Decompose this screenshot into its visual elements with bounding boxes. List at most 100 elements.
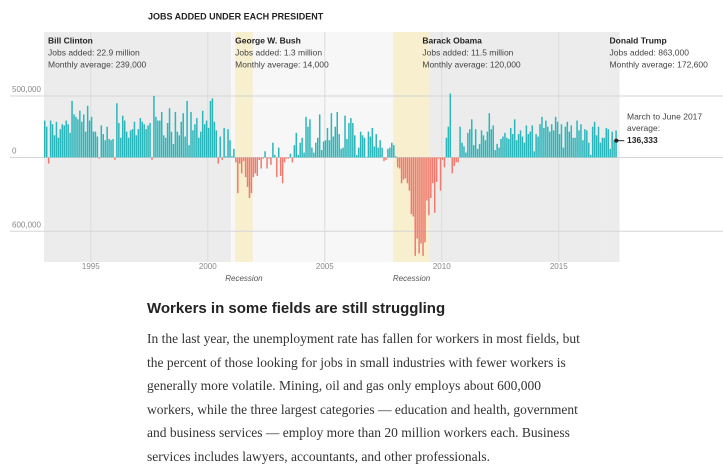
bar <box>597 126 600 158</box>
bar <box>170 131 173 158</box>
bar <box>348 123 350 158</box>
bar <box>502 136 504 158</box>
bar <box>301 137 303 158</box>
bar <box>129 130 132 158</box>
bar <box>270 157 272 165</box>
annotation-text: average: <box>627 123 660 133</box>
bar <box>178 135 181 158</box>
bar <box>510 127 512 158</box>
bar <box>137 129 140 158</box>
bar <box>433 157 436 213</box>
bar <box>580 124 582 158</box>
president-name: Bill Clinton <box>48 35 93 45</box>
bar <box>326 127 329 158</box>
bar <box>469 129 471 158</box>
bar <box>147 125 149 158</box>
bar <box>523 142 526 158</box>
bar <box>404 157 407 179</box>
bar <box>389 147 391 158</box>
bar <box>465 152 467 158</box>
bar <box>533 151 535 158</box>
bar <box>277 147 280 158</box>
bar <box>586 130 588 158</box>
bar <box>494 150 496 158</box>
bar <box>334 126 337 158</box>
bar <box>332 136 335 158</box>
bar <box>246 157 249 187</box>
bar <box>484 140 487 158</box>
bar <box>69 132 71 158</box>
bar <box>455 157 457 163</box>
bar <box>408 157 411 191</box>
bar <box>609 148 611 158</box>
bar <box>223 127 225 158</box>
bar <box>508 139 510 158</box>
bar <box>513 119 516 158</box>
bar <box>276 157 278 178</box>
bar <box>369 136 372 158</box>
bar <box>199 131 202 158</box>
bar <box>192 130 194 158</box>
bar <box>430 157 432 199</box>
monthly-average: Monthly average: 120,000 <box>422 59 521 69</box>
bar <box>342 147 344 158</box>
bar <box>363 137 366 158</box>
jobs-added: Jobs added: 11.5 million <box>422 47 513 57</box>
bar <box>81 121 83 158</box>
bar <box>578 130 580 158</box>
bar <box>100 125 103 158</box>
bar <box>305 116 307 158</box>
bar <box>227 129 229 158</box>
bar <box>589 154 592 158</box>
bar <box>439 157 442 191</box>
bar <box>318 114 321 158</box>
bar <box>517 134 520 158</box>
bar <box>350 118 352 158</box>
bar <box>445 137 448 158</box>
bar <box>453 157 455 167</box>
bar <box>539 124 541 158</box>
bar <box>543 127 545 158</box>
jobs-added: Jobs added: 863,000 <box>610 47 690 57</box>
bar <box>562 147 565 158</box>
bar <box>550 124 553 158</box>
bar <box>289 153 292 158</box>
bar <box>194 124 196 158</box>
bar <box>182 113 184 158</box>
bar <box>71 100 73 158</box>
bar <box>322 141 325 158</box>
article-paragraph: In the last year, the unemployment rate … <box>147 331 580 464</box>
bar <box>463 146 465 158</box>
bar <box>515 140 518 158</box>
annotation-dot <box>614 138 619 143</box>
bar <box>406 157 409 184</box>
bar <box>98 157 101 159</box>
bar <box>164 137 167 158</box>
bar <box>490 129 493 158</box>
bar <box>459 126 461 158</box>
bar <box>215 130 218 158</box>
bar <box>79 110 81 158</box>
bar <box>268 157 270 159</box>
bar <box>307 126 309 158</box>
bar <box>352 123 354 158</box>
bar <box>385 157 387 160</box>
bar <box>357 147 360 158</box>
bar <box>201 110 204 158</box>
bar <box>576 120 578 158</box>
bar <box>120 137 122 158</box>
bar <box>311 147 313 158</box>
bar <box>145 129 147 158</box>
bar <box>174 111 177 158</box>
bar <box>467 132 469 158</box>
bar <box>344 115 346 158</box>
bar <box>121 115 124 158</box>
bar <box>613 140 615 158</box>
bar <box>293 145 296 158</box>
bar <box>264 151 266 158</box>
bar <box>131 129 134 158</box>
bar <box>118 123 120 158</box>
bar <box>478 143 481 158</box>
bar <box>595 135 598 158</box>
bar <box>162 135 165 158</box>
